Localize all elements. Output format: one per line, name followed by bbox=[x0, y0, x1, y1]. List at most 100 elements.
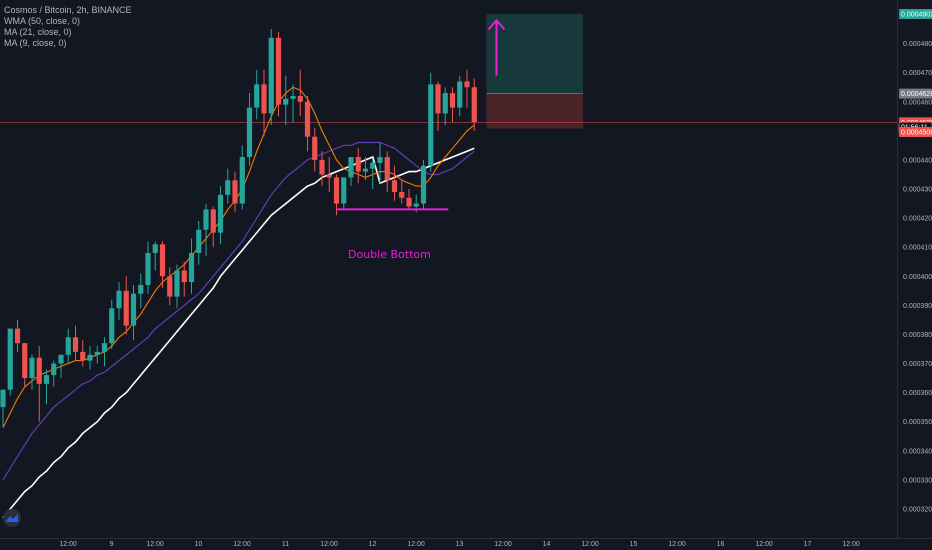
candle-body bbox=[58, 354, 64, 364]
candle bbox=[159, 241, 166, 288]
candle-body bbox=[449, 93, 456, 108]
candle bbox=[362, 157, 369, 181]
candle-body bbox=[210, 209, 216, 233]
candle bbox=[203, 203, 209, 256]
time-tick-label: 12:00 bbox=[407, 541, 425, 548]
candle-body bbox=[312, 136, 318, 160]
price-tag-label: 0.0004902 bbox=[901, 11, 932, 18]
candle-body bbox=[283, 98, 289, 105]
candle-body bbox=[167, 276, 173, 297]
candle-body bbox=[65, 337, 71, 355]
candle bbox=[181, 261, 187, 297]
candle bbox=[464, 69, 470, 108]
position-zones bbox=[486, 13, 584, 129]
candle-body bbox=[261, 84, 267, 114]
candle-body bbox=[406, 197, 412, 207]
candle bbox=[130, 284, 137, 341]
candle bbox=[152, 241, 158, 271]
price-tag: 0.0004628 bbox=[899, 88, 932, 99]
time-tick-label: 15 bbox=[630, 541, 638, 548]
candle bbox=[210, 206, 216, 248]
time-tick-label: 12:00 bbox=[494, 541, 512, 548]
candle bbox=[232, 171, 238, 213]
candle-body bbox=[145, 253, 151, 285]
candle bbox=[174, 264, 180, 309]
time-tick-label: 12:00 bbox=[755, 541, 773, 548]
candle-body bbox=[457, 81, 463, 108]
candle bbox=[290, 84, 296, 123]
price-tag-label: 0.0004628 bbox=[901, 91, 932, 98]
candle bbox=[341, 177, 347, 210]
double-bottom-label: Double Bottom bbox=[348, 248, 431, 261]
price-tag-label: 0.0004508 bbox=[901, 130, 932, 137]
candle bbox=[138, 273, 144, 309]
time-tick-label: 16 bbox=[717, 541, 725, 548]
candle-body bbox=[217, 194, 224, 233]
time-tick-label: 12:00 bbox=[581, 541, 599, 548]
tradingview-logo-icon[interactable] bbox=[3, 509, 21, 527]
time-tick-label: 12:00 bbox=[320, 541, 338, 548]
ma9-legend[interactable]: MA (9, close, 0) bbox=[4, 38, 67, 48]
stop-zone[interactable] bbox=[486, 93, 584, 129]
candle-body bbox=[87, 354, 93, 361]
candle-body bbox=[275, 37, 282, 105]
candle bbox=[43, 369, 50, 405]
time-tick-label: 12:00 bbox=[59, 541, 77, 548]
candle-body bbox=[29, 357, 35, 379]
candle-body bbox=[196, 229, 202, 254]
candle-body bbox=[435, 84, 441, 114]
candle bbox=[377, 142, 383, 184]
candle bbox=[355, 148, 361, 184]
candle bbox=[254, 69, 260, 120]
ma21-legend[interactable]: MA (21, close, 0) bbox=[4, 27, 72, 37]
ma-21-line bbox=[2, 141, 475, 481]
candle-body bbox=[36, 357, 42, 384]
candle bbox=[384, 151, 390, 192]
candle-body bbox=[51, 363, 57, 376]
candle bbox=[123, 276, 129, 335]
symbol-title[interactable]: Cosmos / Bitcoin, 2h, BINANCE bbox=[4, 5, 132, 15]
time-axis[interactable]: 12:00 9 12:00 10 12:00 11 12:00 12 12:00 13 12:00 1… bbox=[59, 541, 860, 548]
wma-legend[interactable]: WMA (50, close, 0) bbox=[4, 16, 81, 26]
candle bbox=[188, 238, 195, 294]
candle-body bbox=[377, 157, 383, 163]
candle-body bbox=[268, 37, 274, 114]
candle-body bbox=[399, 191, 405, 198]
candle bbox=[116, 282, 122, 320]
candle-body bbox=[174, 270, 180, 297]
candle-body bbox=[43, 375, 50, 384]
candle-body bbox=[290, 95, 296, 99]
candle bbox=[449, 87, 456, 123]
candle-body bbox=[391, 180, 398, 192]
candle bbox=[14, 319, 21, 352]
candle-body bbox=[14, 328, 21, 344]
candle-body bbox=[80, 351, 86, 361]
candle bbox=[261, 69, 267, 137]
candle bbox=[268, 29, 274, 126]
candle-body bbox=[384, 157, 390, 181]
candle bbox=[246, 93, 253, 166]
candle bbox=[471, 78, 477, 131]
candle-body bbox=[319, 159, 325, 175]
time-tick-label: 14 bbox=[543, 541, 551, 548]
candle-body bbox=[225, 180, 231, 195]
candle-body bbox=[471, 87, 477, 123]
candle-body bbox=[72, 337, 79, 352]
candle-body bbox=[116, 290, 122, 309]
candle-body bbox=[7, 328, 13, 390]
candle bbox=[22, 343, 28, 387]
candle-body bbox=[297, 95, 303, 102]
candle bbox=[435, 81, 441, 131]
candle-body bbox=[464, 81, 470, 88]
